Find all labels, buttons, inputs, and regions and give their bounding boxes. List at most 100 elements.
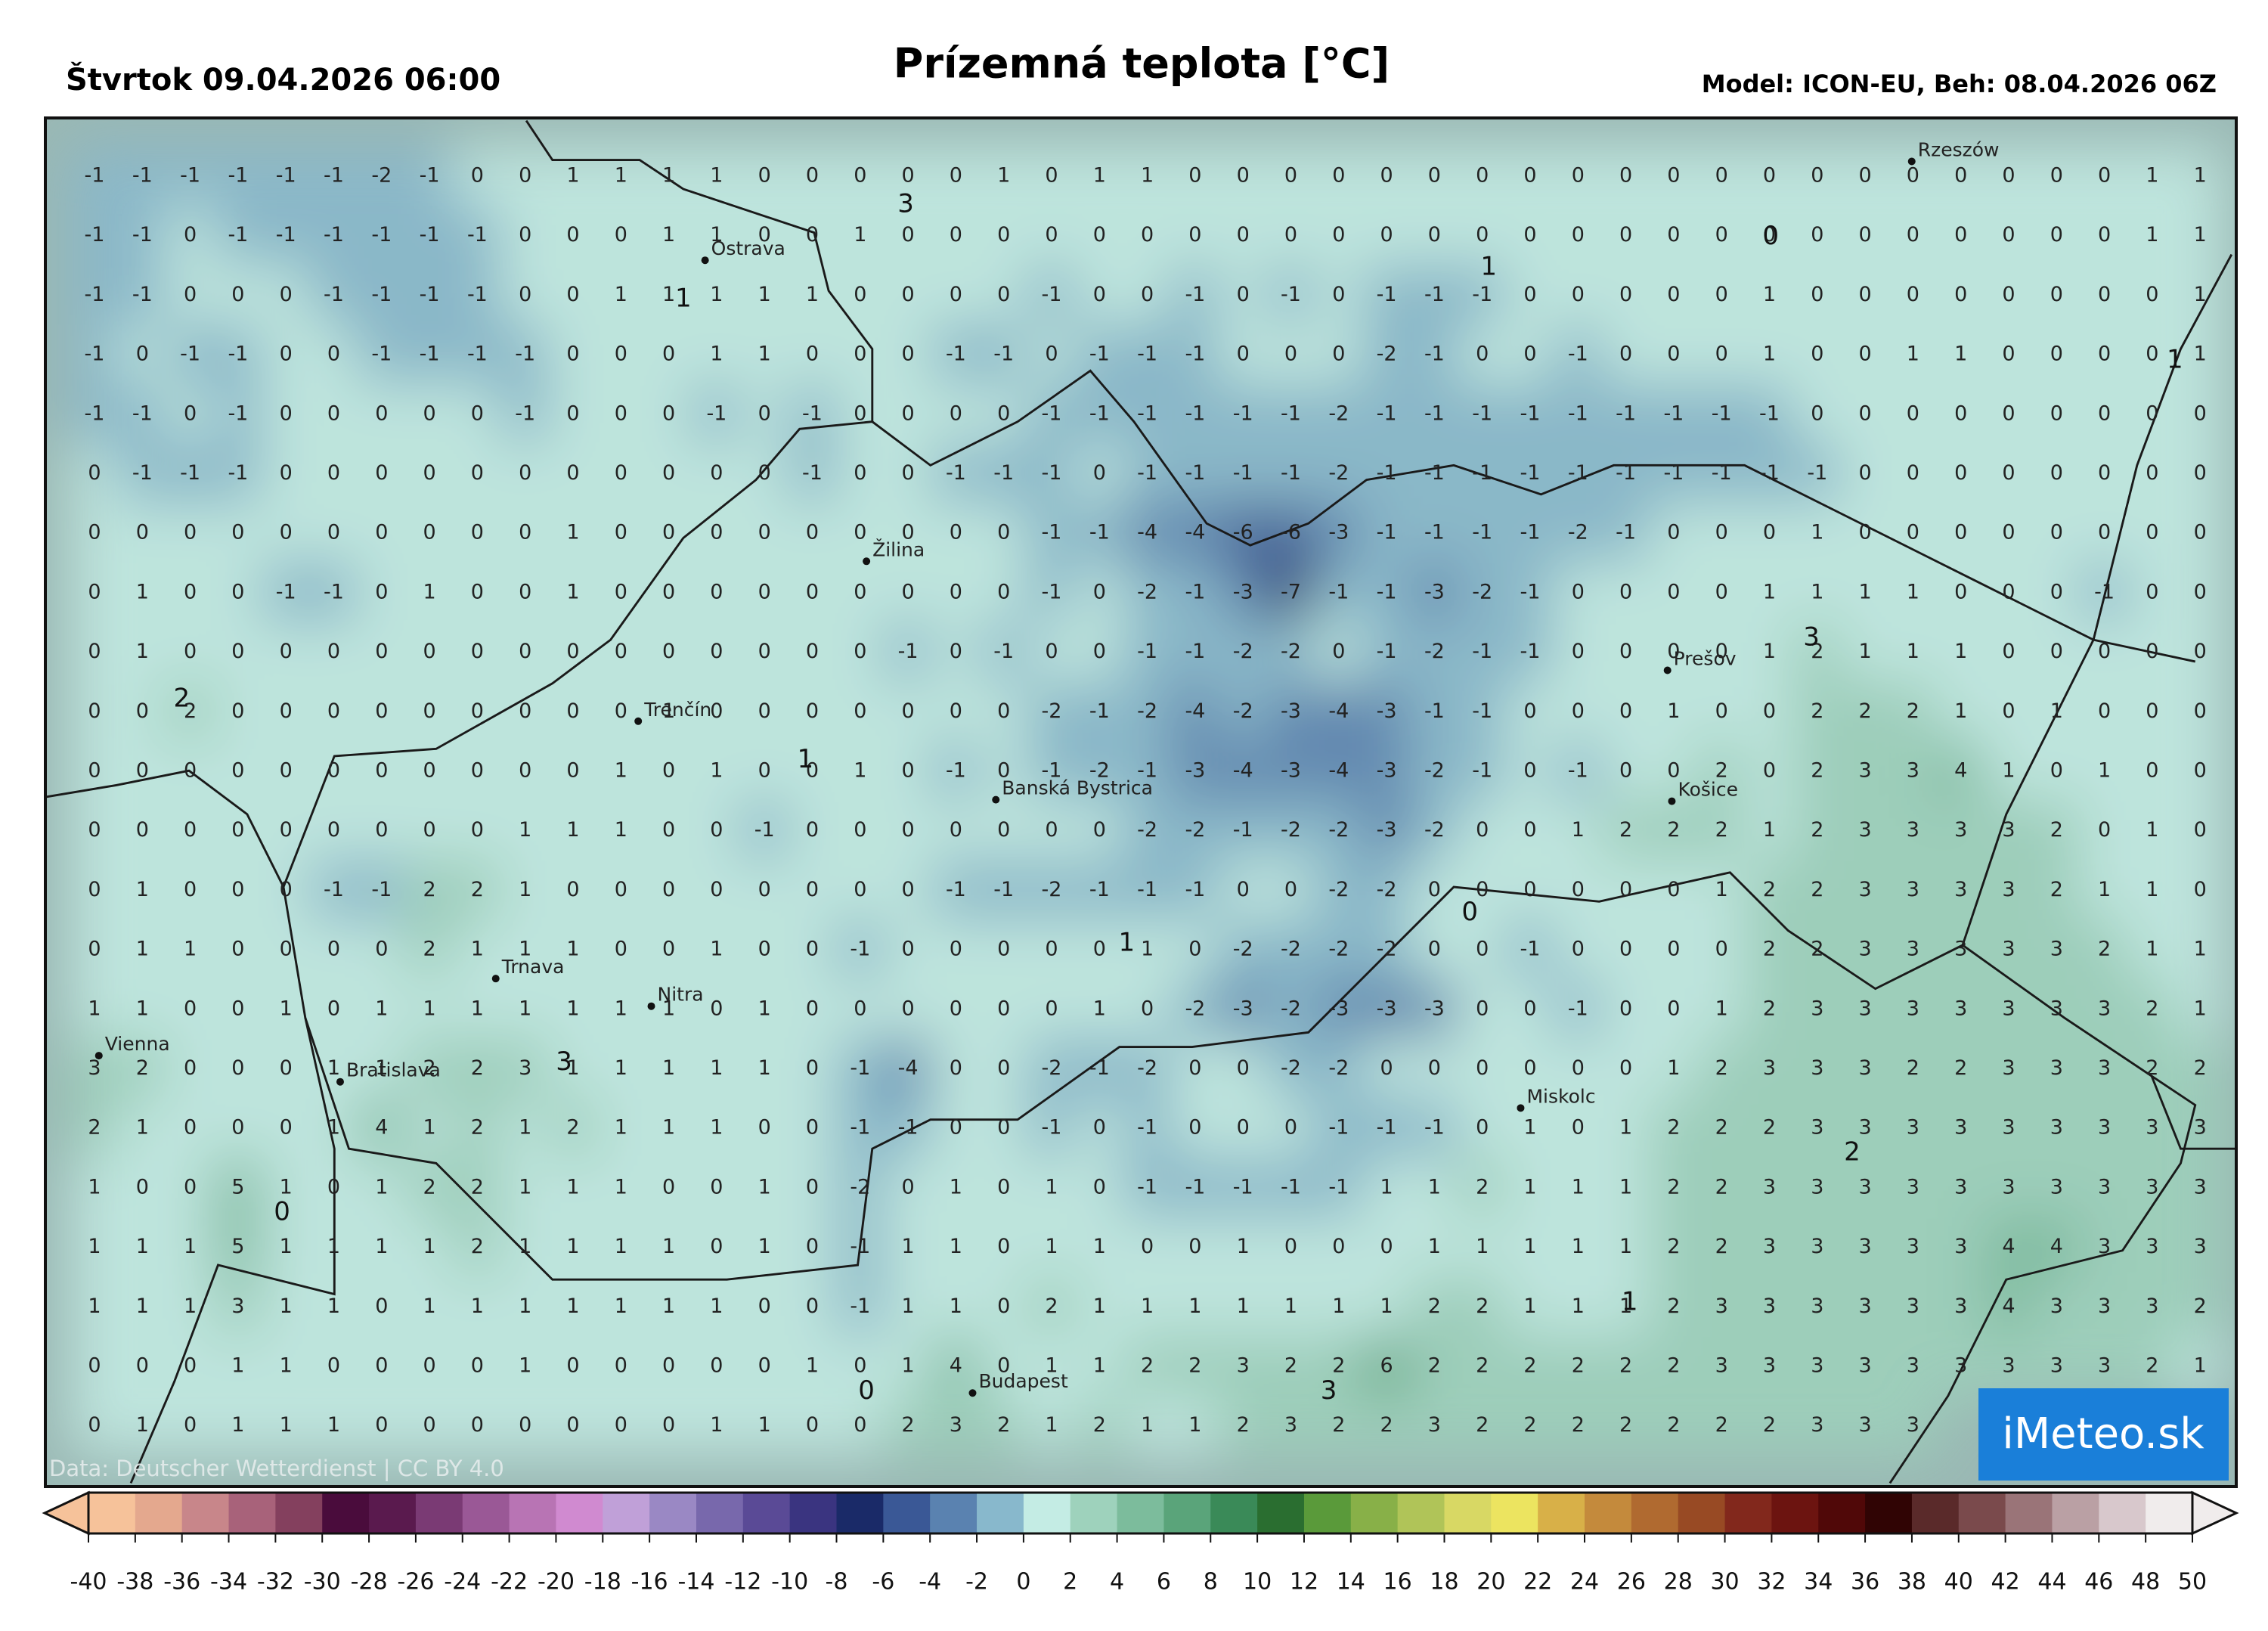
- grid-value: 0: [471, 521, 484, 544]
- temperature-cell: [931, 740, 981, 802]
- temperature-cell: [1505, 562, 1555, 624]
- temperature-cell: [1840, 1335, 1890, 1397]
- grid-value: 1: [1954, 640, 1967, 663]
- grid-value: 1: [1763, 343, 1776, 366]
- grid-value: 0: [902, 164, 915, 188]
- grid-value: 1: [1954, 343, 1967, 366]
- grid-value: 0: [854, 283, 866, 306]
- temperature-cell: [835, 145, 885, 207]
- grid-value: 0: [854, 640, 866, 663]
- temperature-cell: [979, 1097, 1029, 1159]
- grid-value: 1: [806, 283, 819, 306]
- grid-value: -2: [371, 164, 392, 188]
- temperature-cell: [739, 800, 789, 862]
- grid-value: 0: [2098, 283, 2111, 306]
- temperature-cell: [1218, 265, 1268, 326]
- temperature-cell: [883, 443, 933, 504]
- grid-value: -1: [802, 402, 823, 425]
- temperature-cell: [357, 1276, 407, 1338]
- grid-value: 1: [615, 1056, 627, 1080]
- grid-value: -1: [993, 461, 1014, 485]
- temperature-cell: [2175, 1335, 2225, 1397]
- grid-value: 0: [2050, 759, 2063, 783]
- temperature-cell: [787, 562, 838, 624]
- temperature-cell: [1984, 205, 2034, 267]
- temperature-cell: [1314, 383, 1364, 445]
- grid-value: 0: [1237, 1056, 1250, 1080]
- grid-value: 0: [2098, 699, 2111, 723]
- grid-value: 0: [280, 759, 293, 783]
- temperature-cell: [931, 622, 981, 683]
- grid-value: 1: [1667, 1056, 1680, 1080]
- grid-value: -4: [1328, 759, 1349, 783]
- grid-value: 1: [710, 1413, 723, 1437]
- grid-value: 3: [1859, 1175, 1872, 1198]
- grid-value: 0: [280, 878, 293, 901]
- temperature-cell: [2031, 205, 2081, 267]
- temperature-cell: [1170, 919, 1220, 981]
- temperature-cell: [117, 1335, 167, 1397]
- temperature-cell: [2127, 1217, 2177, 1278]
- grid-value: 1: [327, 1235, 340, 1258]
- temperature-cell: [404, 205, 454, 267]
- temperature-cell: [1458, 324, 1507, 386]
- grid-value: 2: [471, 1116, 484, 1140]
- grid-value: 1: [1859, 580, 1872, 603]
- grid-value: 0: [1428, 223, 1441, 247]
- grid-value: 0: [1715, 343, 1728, 366]
- grid-value: 0: [2002, 402, 2015, 425]
- temperature-cell: [931, 1157, 981, 1219]
- grid-value: 0: [280, 343, 293, 366]
- temperature-cell: [931, 1217, 981, 1278]
- temperature-cell: [452, 1335, 503, 1397]
- temperature-cell: [500, 443, 550, 504]
- temperature-cell: [1505, 1335, 1555, 1397]
- grid-value: -1: [850, 938, 870, 961]
- grid-value: 1: [1141, 164, 1154, 188]
- temperature-cell: [261, 740, 311, 802]
- temperature-cell: [2079, 1038, 2130, 1099]
- temperature-cell: [1218, 740, 1268, 802]
- grid-value: 2: [1380, 1413, 1393, 1437]
- temperature-cell: [1458, 205, 1507, 267]
- temperature-cell: [883, 978, 933, 1040]
- grid-value: -1: [1328, 1175, 1349, 1198]
- grid-value: 1: [710, 1295, 723, 1318]
- grid-value: 1: [615, 1116, 627, 1140]
- temperature-cell: [70, 443, 119, 504]
- grid-value: 3: [1954, 1175, 1967, 1198]
- temperature-cell: [1314, 205, 1364, 267]
- grid-value: 1: [758, 283, 771, 306]
- temperature-cell: [308, 205, 359, 267]
- grid-value: 2: [1428, 1295, 1441, 1318]
- grid-value: 0: [1619, 223, 1632, 247]
- grid-value: -2: [1328, 1056, 1349, 1080]
- temperature-cell: [1553, 265, 1603, 326]
- grid-value: 2: [1763, 878, 1776, 901]
- grid-value: 1: [1284, 1295, 1297, 1318]
- grid-value: 1: [566, 818, 579, 842]
- grid-value: 2: [1715, 818, 1728, 842]
- temperature-cell: [452, 740, 503, 802]
- grid-value: 3: [1954, 1295, 1967, 1318]
- grid-value: 3: [1907, 818, 1919, 842]
- temperature-cell: [2031, 1038, 2081, 1099]
- temperature-cell: [883, 1395, 933, 1457]
- grid-value: 1: [519, 938, 531, 961]
- temperature-cell: [548, 860, 598, 921]
- colorbar-segment: [1958, 1493, 2006, 1533]
- grid-value: 0: [710, 818, 723, 842]
- grid-value: 1: [1141, 938, 1154, 961]
- temperature-cell: [2079, 1157, 2130, 1219]
- temperature-cell: [1458, 978, 1507, 1040]
- grid-value: 0: [662, 759, 675, 783]
- grid-value: 0: [566, 699, 579, 723]
- grid-value: 0: [950, 1056, 962, 1080]
- temperature-cell: [1888, 1335, 1938, 1397]
- grid-value: 3: [1954, 938, 1967, 961]
- temperature-cell: [1553, 1276, 1603, 1338]
- grid-value: 0: [566, 283, 579, 306]
- temperature-cell: [1840, 205, 1890, 267]
- temperature-cell: [452, 1038, 503, 1099]
- grid-value: -1: [228, 343, 248, 366]
